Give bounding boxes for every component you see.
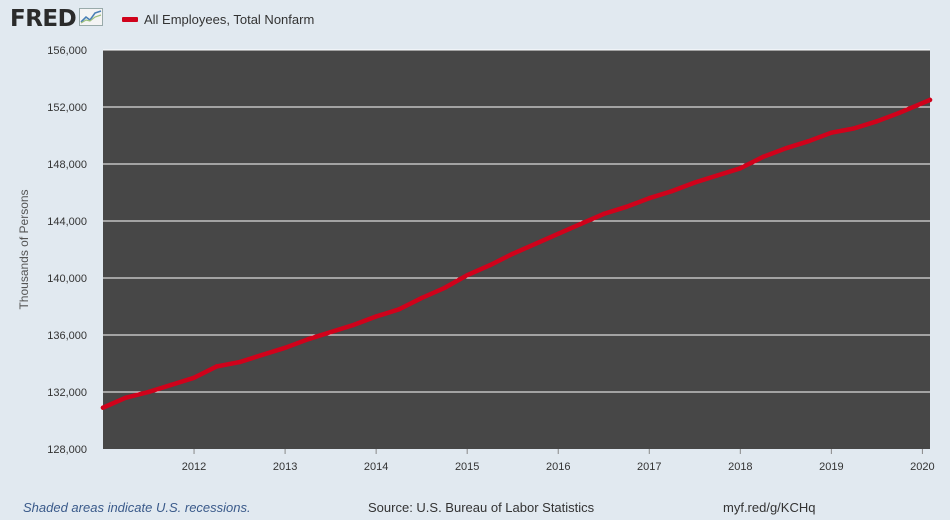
data-point xyxy=(487,262,493,268)
data-point xyxy=(783,146,789,151)
logo-text: FRED xyxy=(10,6,77,32)
data-point xyxy=(692,180,697,185)
data-point xyxy=(851,126,857,131)
data-point xyxy=(760,154,766,160)
data-point xyxy=(647,196,652,201)
x-tick-label: 2013 xyxy=(273,461,297,473)
plot-area xyxy=(103,50,930,449)
data-point xyxy=(927,97,933,103)
y-tick-label: 132,000 xyxy=(47,387,87,399)
x-tick-label: 2018 xyxy=(728,461,752,473)
data-point xyxy=(328,329,333,335)
y-tick-label: 140,000 xyxy=(47,273,87,285)
data-point xyxy=(191,375,197,380)
data-point xyxy=(806,139,811,144)
data-point xyxy=(419,295,424,301)
chart-header: FRED All Employees, Total Nonfarm xyxy=(0,0,950,40)
legend-label: All Employees, Total Nonfarm xyxy=(144,12,315,27)
y-tick-label: 128,000 xyxy=(47,444,87,456)
source-note: Source: U.S. Bureau of Labor Statistics xyxy=(368,500,595,515)
data-point xyxy=(464,272,470,278)
data-point xyxy=(442,285,447,291)
short-url-link[interactable]: myf.red/g/KCHq xyxy=(723,500,816,515)
data-point xyxy=(169,382,174,388)
x-tick-label: 2014 xyxy=(364,461,388,473)
y-tick-label: 144,000 xyxy=(47,216,87,228)
x-tick-label: 2019 xyxy=(819,461,843,473)
series-layer xyxy=(100,97,933,410)
data-point xyxy=(601,211,606,217)
y-tick-label: 156,000 xyxy=(47,45,87,57)
data-point xyxy=(738,166,743,171)
y-axis: 128,000 132,000 136,000 140,000 144,000 148,0… xyxy=(47,45,87,456)
data-point xyxy=(533,241,538,246)
data-point xyxy=(897,110,902,115)
data-point xyxy=(282,345,288,351)
data-point xyxy=(578,221,584,227)
data-point xyxy=(237,359,242,365)
fred-graph-icon xyxy=(79,6,104,32)
y-tick-label: 136,000 xyxy=(47,330,87,342)
data-point xyxy=(510,251,515,256)
line-chart: 128,000 132,000 136,000 140,000 144,000 148,0… xyxy=(17,45,935,473)
legend-swatch xyxy=(122,17,138,22)
data-point xyxy=(669,188,675,194)
y-axis-title: Thousands of Persons xyxy=(17,189,31,309)
data-point xyxy=(373,314,379,319)
data-point xyxy=(715,173,720,178)
x-tick-label: 2012 xyxy=(182,461,206,473)
data-point xyxy=(874,119,880,124)
x-tick-label: 2017 xyxy=(637,461,661,473)
data-point xyxy=(829,130,834,135)
recession-note: Shaded areas indicate U.S. recessions. xyxy=(23,500,251,515)
y-tick-label: 148,000 xyxy=(47,159,87,171)
data-point xyxy=(351,322,356,328)
x-tick-label: 2015 xyxy=(455,461,479,473)
data-point xyxy=(624,204,629,209)
x-tick-label: 2020 xyxy=(910,461,934,473)
data-point xyxy=(556,231,561,237)
data-point xyxy=(396,307,402,312)
x-axis: 2012 2013 2014 2015 2016 2017 2018 2019 2020 xyxy=(182,449,935,473)
data-point xyxy=(146,389,151,395)
fred-logo[interactable]: FRED xyxy=(10,6,104,32)
y-tick-label: 152,000 xyxy=(47,102,87,114)
gridlines xyxy=(103,49,930,393)
x-tick-label: 2016 xyxy=(546,461,570,473)
chart-legend: All Employees, Total Nonfarm xyxy=(122,12,314,27)
data-point xyxy=(100,405,106,410)
data-point xyxy=(260,352,265,358)
data-point xyxy=(214,364,220,369)
data-point xyxy=(123,395,128,400)
data-point xyxy=(305,337,311,342)
